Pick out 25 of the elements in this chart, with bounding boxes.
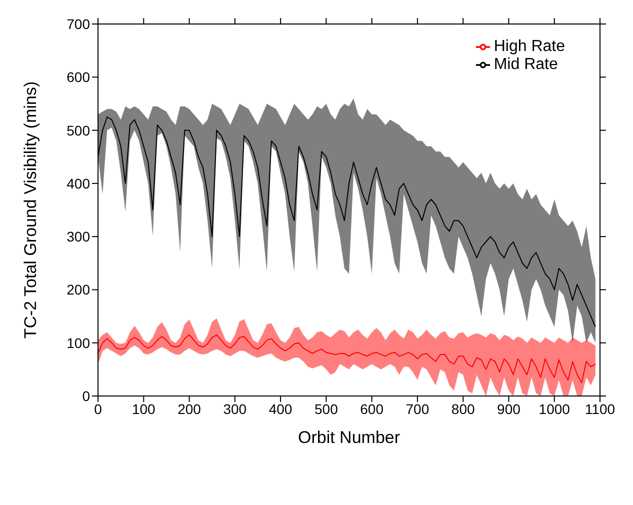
x-tick-label: 200 <box>178 400 202 417</box>
x-tick-label: 900 <box>497 400 521 417</box>
y-tick-label: 400 <box>66 175 90 192</box>
x-axis-title: Orbit Number <box>298 428 400 447</box>
y-axis-title: TC-2 Total Ground Visibility (mins) <box>21 81 40 339</box>
x-tick-label: 1000 <box>538 400 570 417</box>
x-tick-label: 100 <box>132 400 156 417</box>
y-tick-label: 500 <box>66 122 90 138</box>
y-tick-label: 700 <box>66 16 90 32</box>
x-tick-label: 400 <box>268 400 292 417</box>
x-tick-label: 0 <box>94 400 102 417</box>
x-tick-label: 700 <box>406 400 430 417</box>
x-tick-label: 1100 <box>584 400 616 417</box>
x-tick-label: 300 <box>223 400 247 417</box>
legend-label: High Rate <box>494 38 565 55</box>
x-tick-label: 800 <box>451 400 475 417</box>
x-tick-label: 600 <box>360 400 384 417</box>
y-tick-label: 600 <box>66 69 90 86</box>
y-tick-label: 200 <box>66 282 90 298</box>
legend-label: Mid Rate <box>494 56 558 73</box>
y-tick-label: 300 <box>66 228 90 245</box>
y-tick-label: 100 <box>66 334 90 351</box>
line-series <box>98 334 596 384</box>
x-tick-label: 500 <box>314 400 338 417</box>
y-tick-label: 0 <box>82 388 90 404</box>
